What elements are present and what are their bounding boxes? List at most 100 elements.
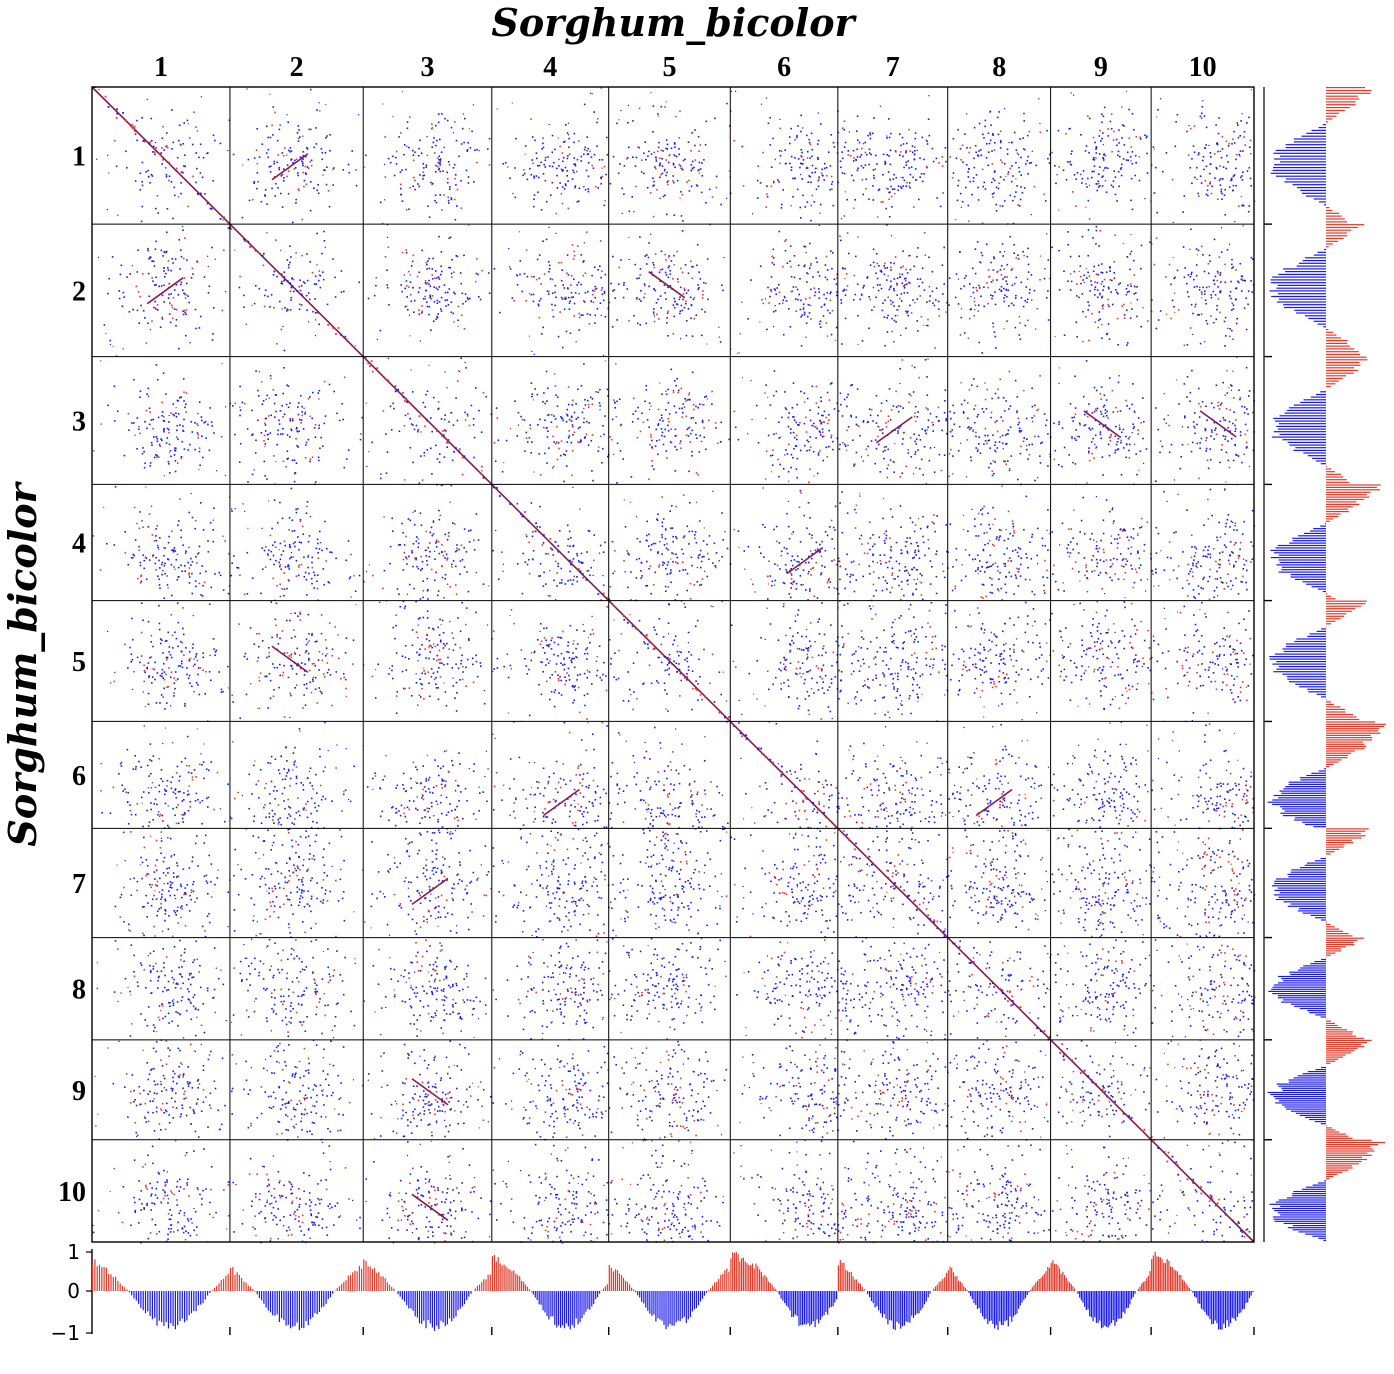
- synteny-dot: [295, 575, 298, 577]
- synteny-dot: [437, 829, 440, 832]
- synteny-dot: [136, 981, 139, 984]
- synteny-dot: [138, 549, 141, 551]
- synteny-dot: [242, 503, 244, 505]
- synteny-dot: [417, 951, 419, 954]
- synteny-dot: [318, 424, 320, 427]
- synteny-dot: [142, 932, 144, 935]
- synteny-dot: [431, 832, 434, 834]
- synteny-dot: [183, 893, 185, 896]
- synteny-dot: [333, 969, 335, 971]
- synteny-dot: [234, 848, 236, 851]
- synteny-dot: [478, 150, 480, 152]
- synteny-dot: [404, 1001, 407, 1003]
- synteny-dot: [445, 1125, 447, 1128]
- synteny-dot: [437, 161, 439, 164]
- synteny-dot: [438, 278, 441, 280]
- synteny-dot: [428, 364, 430, 366]
- synteny-dot: [449, 1097, 452, 1099]
- synteny-dot: [185, 550, 187, 552]
- synteny-dot: [472, 813, 475, 815]
- synteny-dot: [227, 150, 229, 152]
- synteny-dot: [125, 1073, 128, 1075]
- synteny-dot: [174, 258, 177, 260]
- synteny-dot: [136, 889, 138, 892]
- synteny-dot: [417, 618, 420, 620]
- synteny-dot: [448, 202, 450, 204]
- synteny-dot: [297, 980, 300, 983]
- synteny-dot: [304, 411, 307, 414]
- synteny-dot: [155, 1050, 157, 1053]
- synteny-dot: [469, 882, 471, 884]
- synteny-dot: [321, 252, 323, 255]
- synteny-dot: [163, 301, 165, 303]
- synteny-dot: [156, 1031, 158, 1033]
- synteny-dot: [444, 557, 446, 559]
- synteny-dot: [428, 1202, 430, 1204]
- synteny-dot: [443, 1019, 445, 1022]
- synteny-dot: [457, 882, 459, 885]
- synteny-dot: [275, 394, 277, 396]
- synteny-dot: [416, 992, 419, 994]
- synteny-dot: [253, 182, 255, 184]
- synteny-dot: [175, 308, 178, 311]
- synteny-dot: [297, 188, 300, 190]
- synteny-dot: [193, 1112, 196, 1115]
- synteny-dot: [436, 987, 439, 989]
- synteny-dot: [404, 1082, 406, 1085]
- synteny-dot: [325, 137, 327, 139]
- synteny-dot: [328, 383, 331, 386]
- synteny-dot: [156, 803, 158, 806]
- synteny-dot: [300, 293, 303, 295]
- synteny-dot: [154, 661, 156, 664]
- synteny-dot: [438, 155, 440, 158]
- synteny-dot: [460, 791, 462, 793]
- synteny-dot: [262, 1165, 264, 1167]
- synteny-dot: [425, 1226, 427, 1228]
- synteny-dot: [435, 858, 438, 860]
- synteny-dot: [591, 93, 593, 95]
- synteny-dot: [182, 430, 185, 432]
- synteny-dot: [183, 391, 185, 393]
- synteny-dot: [271, 1007, 273, 1010]
- synteny-dot: [185, 903, 188, 906]
- synteny-dot: [426, 390, 429, 393]
- synteny-dot: [583, 103, 586, 106]
- synteny-dot: [150, 904, 153, 907]
- synteny-dot: [270, 601, 273, 603]
- synteny-dot: [578, 292, 580, 295]
- synteny-dot: [170, 563, 173, 566]
- synteny-dot: [284, 807, 286, 810]
- synteny-dot: [255, 149, 258, 151]
- synteny-dot: [301, 896, 304, 899]
- synteny-dot: [393, 174, 396, 177]
- synteny-dot: [314, 688, 317, 690]
- synteny-dot: [255, 1193, 257, 1195]
- synteny-dot: [438, 167, 441, 170]
- synteny-dot: [299, 970, 302, 973]
- synteny-dot: [443, 906, 446, 909]
- synteny-dot: [249, 1089, 251, 1091]
- synteny-dot: [559, 145, 561, 148]
- synteny-dot: [473, 456, 475, 459]
- synteny-dot: [465, 1231, 467, 1233]
- synteny-dot: [419, 782, 422, 785]
- synteny-dot: [382, 103, 384, 105]
- synteny-dot: [305, 809, 307, 811]
- synteny-dot: [428, 1180, 430, 1183]
- synteny-dot: [274, 541, 276, 543]
- synteny-dot: [426, 154, 428, 156]
- synteny-dot: [288, 1020, 290, 1023]
- synteny-dot: [469, 1191, 472, 1194]
- synteny-dot: [149, 465, 151, 467]
- synteny-dot: [441, 812, 443, 815]
- synteny-dot: [289, 147, 292, 149]
- synteny-dot: [470, 404, 473, 407]
- synteny-dot: [314, 424, 317, 426]
- synteny-dot: [199, 964, 201, 967]
- synteny-dot: [218, 571, 221, 574]
- synteny-dot: [241, 216, 244, 219]
- synteny-dot: [136, 417, 139, 419]
- synteny-dot: [182, 313, 185, 316]
- synteny-dot: [164, 899, 167, 902]
- synteny-dot: [338, 1216, 340, 1218]
